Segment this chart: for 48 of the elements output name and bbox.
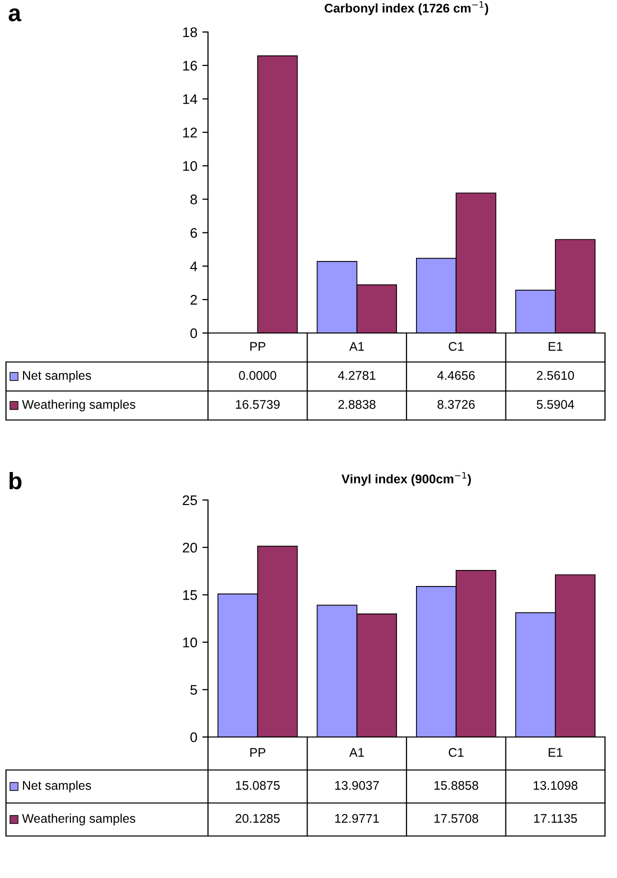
text: b <box>10 472 22 490</box>
category-label: C1 <box>448 342 464 351</box>
category-label: C1 <box>448 748 464 757</box>
y-tick-label: 10 <box>183 161 198 171</box>
y-tick-label: 16 <box>183 60 197 71</box>
legend-label: Net samples <box>23 780 92 792</box>
data-label: 5.5904 <box>536 400 574 409</box>
y-tick-label: 8 <box>190 194 197 204</box>
y-tick-label: 25 <box>182 495 198 506</box>
data-label: 2.5610 <box>536 371 574 380</box>
y-tick-label: 10 <box>183 638 198 648</box>
chart-title: Vinyl index (900cm$^{−1}$) <box>342 472 471 486</box>
data-label: 4.2781 <box>338 371 376 380</box>
data-label: 15.8858 <box>434 781 478 790</box>
y-tick-label: 0 <box>190 328 198 338</box>
data-label: 17.5708 <box>434 814 478 823</box>
category-label: A1 <box>349 748 364 757</box>
legend-label: Weathering samples <box>22 400 136 412</box>
y-tick-label: 2 <box>190 294 197 305</box>
data-label: 12.9771 <box>335 814 379 823</box>
category-label: E1 <box>548 748 562 757</box>
category-label: E1 <box>548 342 562 351</box>
data-label: 15.0875 <box>236 781 280 790</box>
data-label: 20.1285 <box>236 814 280 823</box>
y-tick-label: 18 <box>183 27 197 38</box>
y-tick-label: 15 <box>183 590 198 600</box>
data-label: 16.5739 <box>236 400 280 409</box>
y-tick-label: 5 <box>190 685 197 695</box>
category-label: PP <box>250 748 266 757</box>
chart-title: Carbonyl index (1726 cm$^{−1}$) <box>324 1 488 16</box>
y-tick-label: 0 <box>190 732 198 742</box>
y-tick-label: 12 <box>183 128 197 138</box>
y-tick-label: 14 <box>183 94 198 104</box>
data-label: 2.8838 <box>338 400 376 409</box>
text: a <box>8 8 22 22</box>
legend-label: Net samples <box>23 370 92 382</box>
data-label: 13.9037 <box>335 781 379 790</box>
legend-label: Weathering samples <box>22 814 136 826</box>
category-label: A1 <box>349 342 364 351</box>
data-label: 8.3726 <box>438 400 475 409</box>
data-label: 4.4656 <box>437 371 475 380</box>
y-tick-label: 6 <box>190 228 197 238</box>
data-label: 0.0000 <box>239 371 276 380</box>
y-tick-label: 4 <box>190 262 198 272</box>
data-label: 17.1135 <box>534 814 577 823</box>
data-label: 13.1098 <box>534 781 578 790</box>
category-label: PP <box>250 342 266 351</box>
y-tick-label: 20 <box>182 542 198 553</box>
